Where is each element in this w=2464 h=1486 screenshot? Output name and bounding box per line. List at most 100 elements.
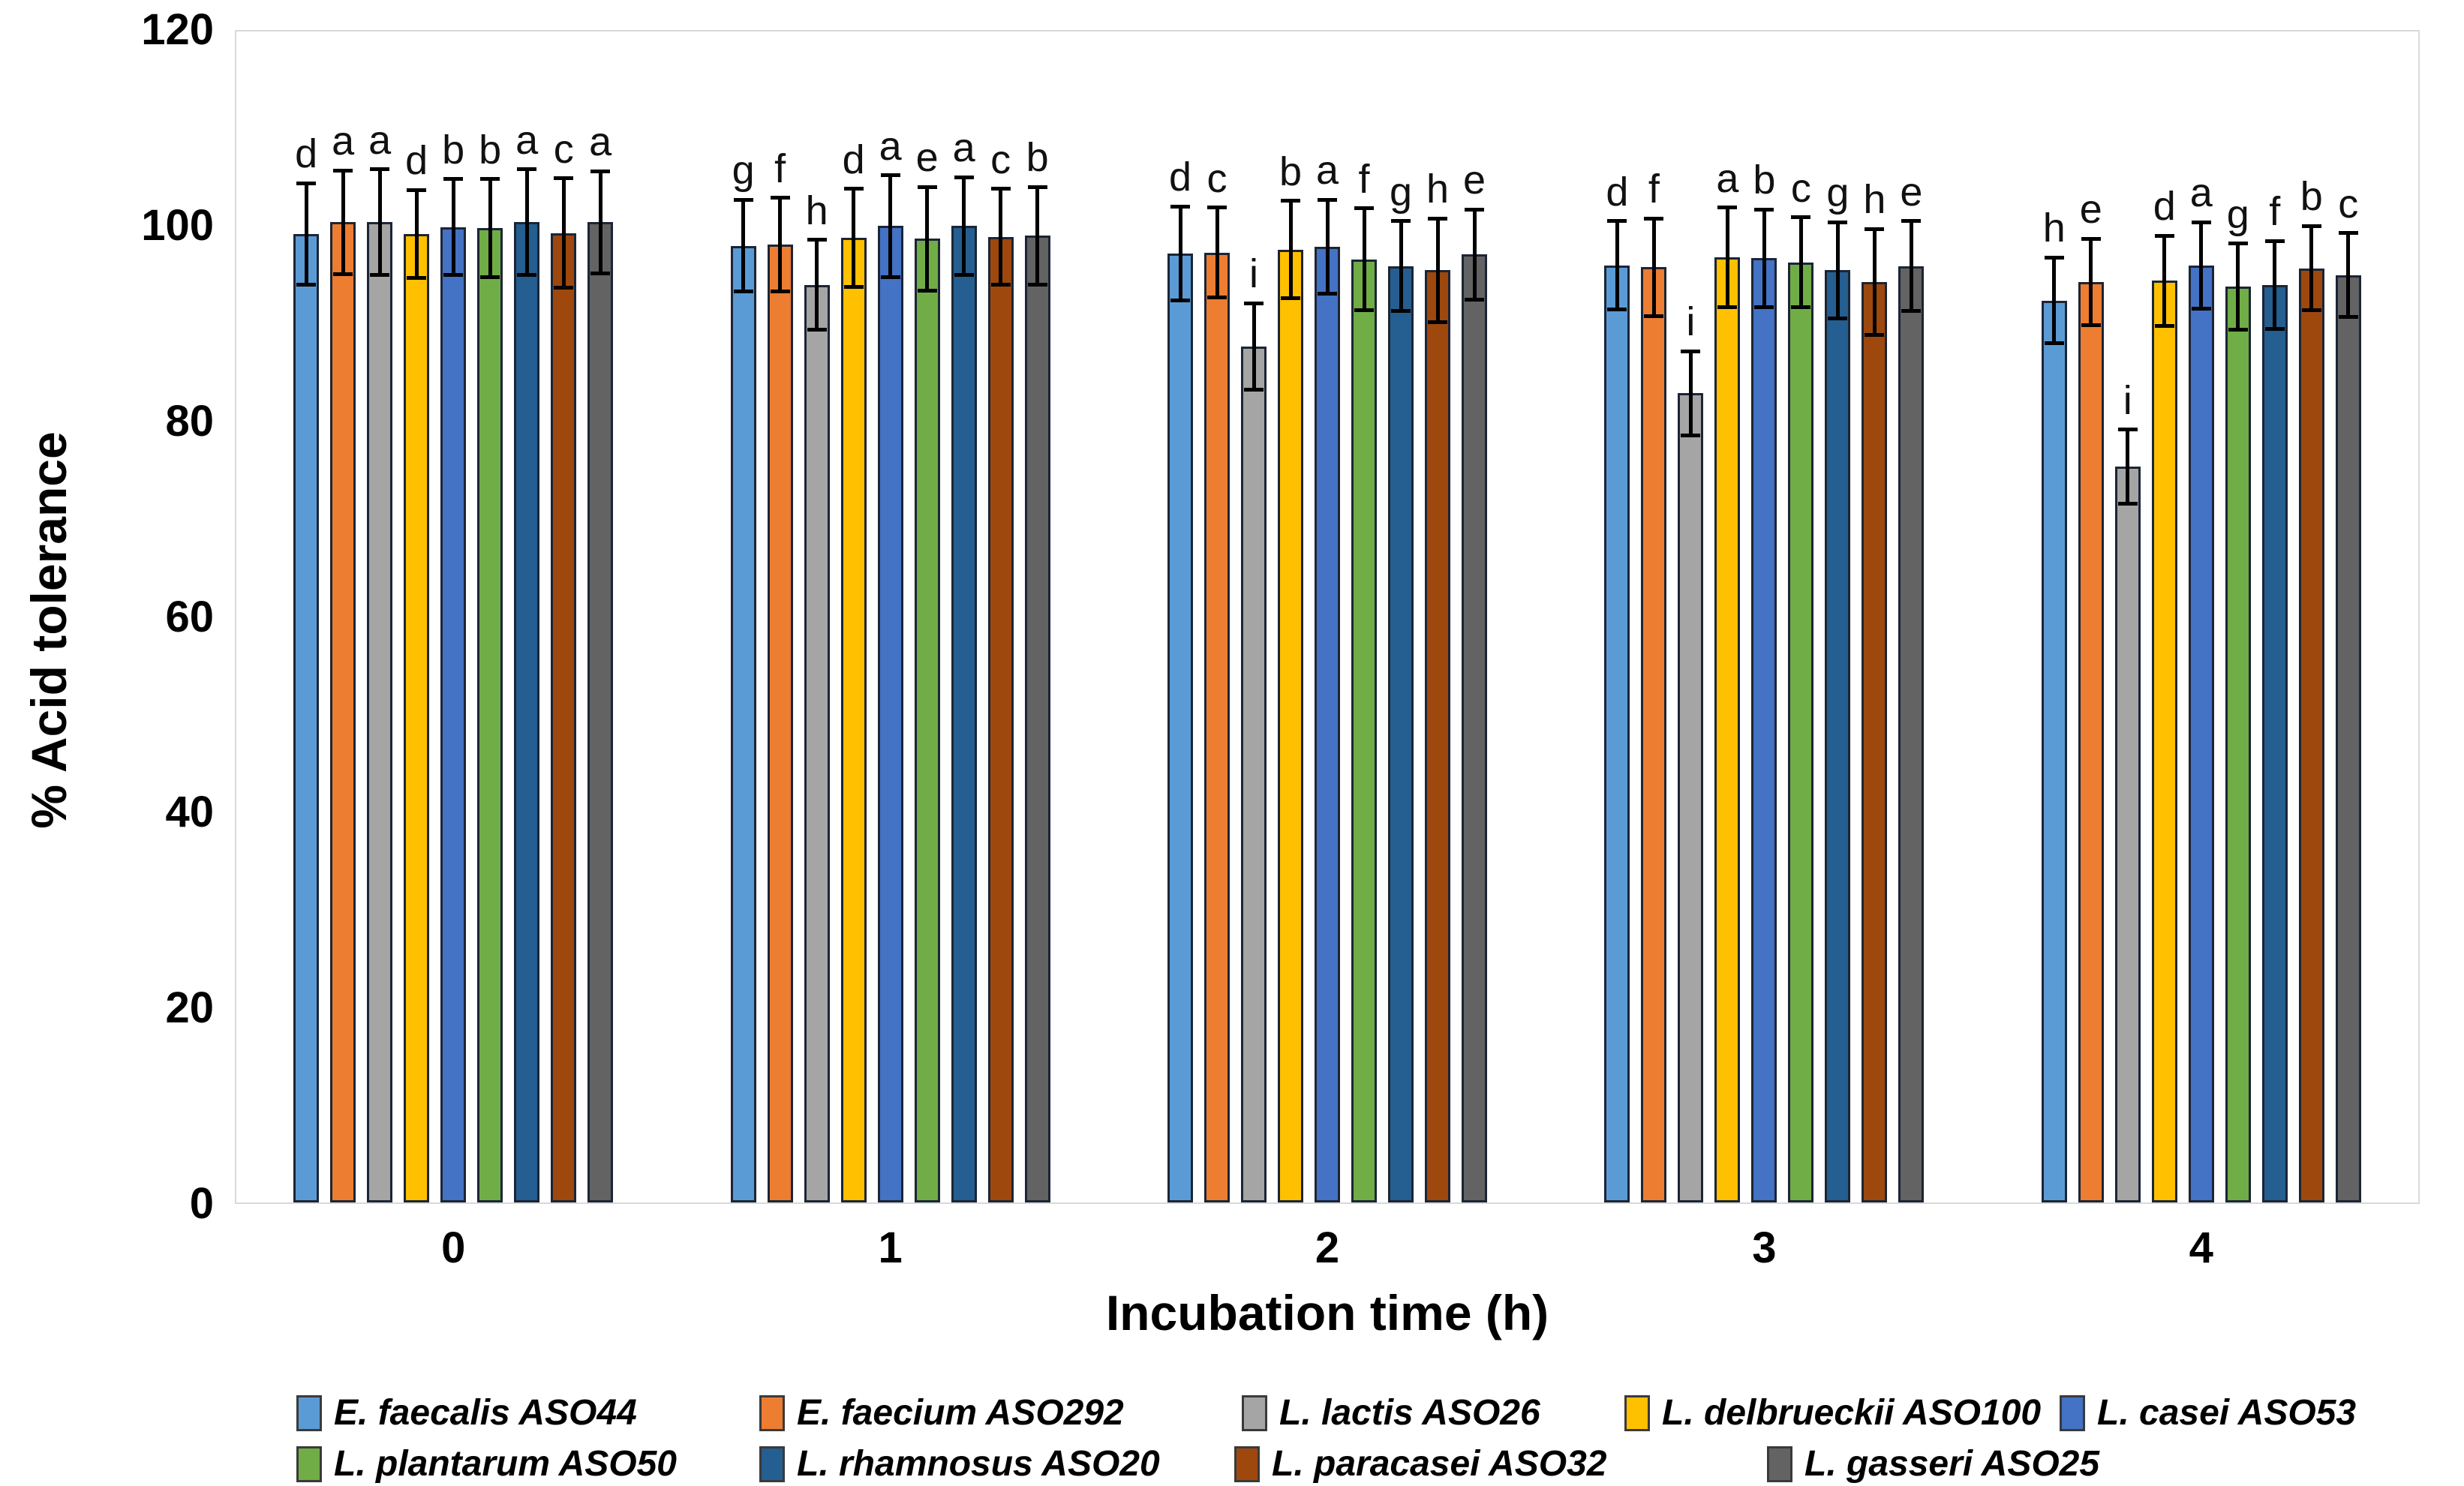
error-bar-cap [333,168,353,173]
significance-letter: h [1426,167,1450,212]
error-bar-cap [1244,301,1264,305]
error-bar-cap [517,273,537,278]
significance-letter: a [368,117,392,163]
error-bar-cap [843,187,864,191]
error-bar [999,188,1003,285]
error-bar [1798,217,1803,308]
error-bar-cap [2338,315,2358,320]
legend-item: L. casei ASO53 [2060,1394,2356,1433]
significance-letter: c [2338,181,2359,227]
significance-letter: f [774,146,786,191]
error-bar-cap [1754,305,1774,310]
error-bar-cap [1391,219,1411,224]
error-bar-cap [1354,308,1374,313]
error-bar-cap [1828,316,1848,320]
bar [2078,281,2104,1202]
significance-letter: g [2226,191,2249,237]
x-category-label: 1 [878,1223,903,1272]
legend-label: L. lactis ASO26 [1279,1393,1540,1433]
bar [1898,266,1925,1202]
error-bar-cap [1681,349,1701,353]
legend-label: L. plantarum ASO50 [334,1444,677,1484]
legend-label: E. faecium ASO292 [797,1393,1124,1433]
error-bar [1472,209,1477,300]
error-bar [741,200,746,292]
x-category-label: 4 [2189,1223,2213,1272]
error-bar [1688,351,1693,436]
error-bar-cap [1644,314,1664,318]
error-bar-cap [1717,206,1738,210]
error-bar [778,197,783,292]
error-bar [1615,221,1619,310]
significance-letter: i [1686,299,1696,345]
bar [1825,270,1851,1202]
error-bar [451,179,455,275]
error-bar [1762,209,1766,308]
bar [587,222,614,1202]
error-bar [1215,207,1219,298]
error-bar [962,177,966,275]
error-bar [1035,187,1040,285]
significance-letter: g [1389,169,1413,215]
error-bar-cap [1354,206,1374,211]
error-bar-cap [443,273,464,278]
bar [987,236,1014,1202]
legend-item: L. paracasei ASO32 [1234,1445,1606,1484]
error-bar-cap [1828,220,1848,224]
legend-item: L. gasseri ASO25 [1767,1445,2099,1484]
error-bar-cap [407,276,427,281]
legend-swatch [1242,1395,1267,1431]
error-bar-cap [954,175,974,179]
error-bar-cap [1207,296,1227,300]
significance-letter: c [990,137,1011,182]
legend-swatch [296,1446,322,1482]
error-bar [2162,236,2167,326]
legend-label: L. rhamnosus ASO20 [797,1444,1160,1484]
bar [767,245,793,1202]
bar [1024,236,1050,1202]
bar [440,227,467,1202]
error-bar [2199,222,2204,308]
significance-letter: a [589,119,612,165]
error-bar-cap [2301,308,2321,313]
significance-letter: a [332,119,355,164]
bar [330,222,356,1202]
error-bar-cap [2301,224,2321,228]
significance-letter: e [1462,158,1486,203]
error-bar-cap [1207,206,1227,210]
legend-item: E. faecium ASO292 [759,1394,1124,1433]
y-tick-label: 20 [165,983,214,1033]
error-bar [2052,257,2057,344]
error-bar-cap [1318,197,1337,202]
x-category-label: 0 [441,1223,466,1272]
error-bar-cap [1644,216,1664,221]
error-bar-cap [443,177,464,182]
error-bar-cap [1607,219,1627,224]
significance-letter: b [2300,174,2323,220]
error-bar [2089,239,2093,326]
error-bar-cap [1791,215,1811,220]
error-bar-cap [2228,328,2248,332]
x-axis-title: Incubation time (h) [1105,1285,1549,1340]
error-bar-cap [2081,236,2101,241]
error-bar-cap [917,185,937,189]
bar [2151,281,2177,1202]
y-tick-label: 40 [165,788,214,837]
bar [1204,252,1230,1202]
error-bar [341,170,345,275]
error-bar-cap [1465,207,1484,212]
y-tick-label: 80 [165,396,214,446]
y-tick-label: 100 [141,200,214,250]
error-bar-cap [1901,309,1922,314]
error-bar-cap [2338,231,2358,236]
error-bar-cap [770,290,790,294]
bar [1862,281,1888,1202]
bar [877,226,903,1202]
error-bar-cap [1391,309,1411,314]
error-bar-cap [1465,297,1484,302]
error-bar-cap [1027,185,1047,189]
significance-letter: c [1790,165,1811,211]
error-bar [524,169,529,275]
error-bar-cap [1865,227,1885,231]
